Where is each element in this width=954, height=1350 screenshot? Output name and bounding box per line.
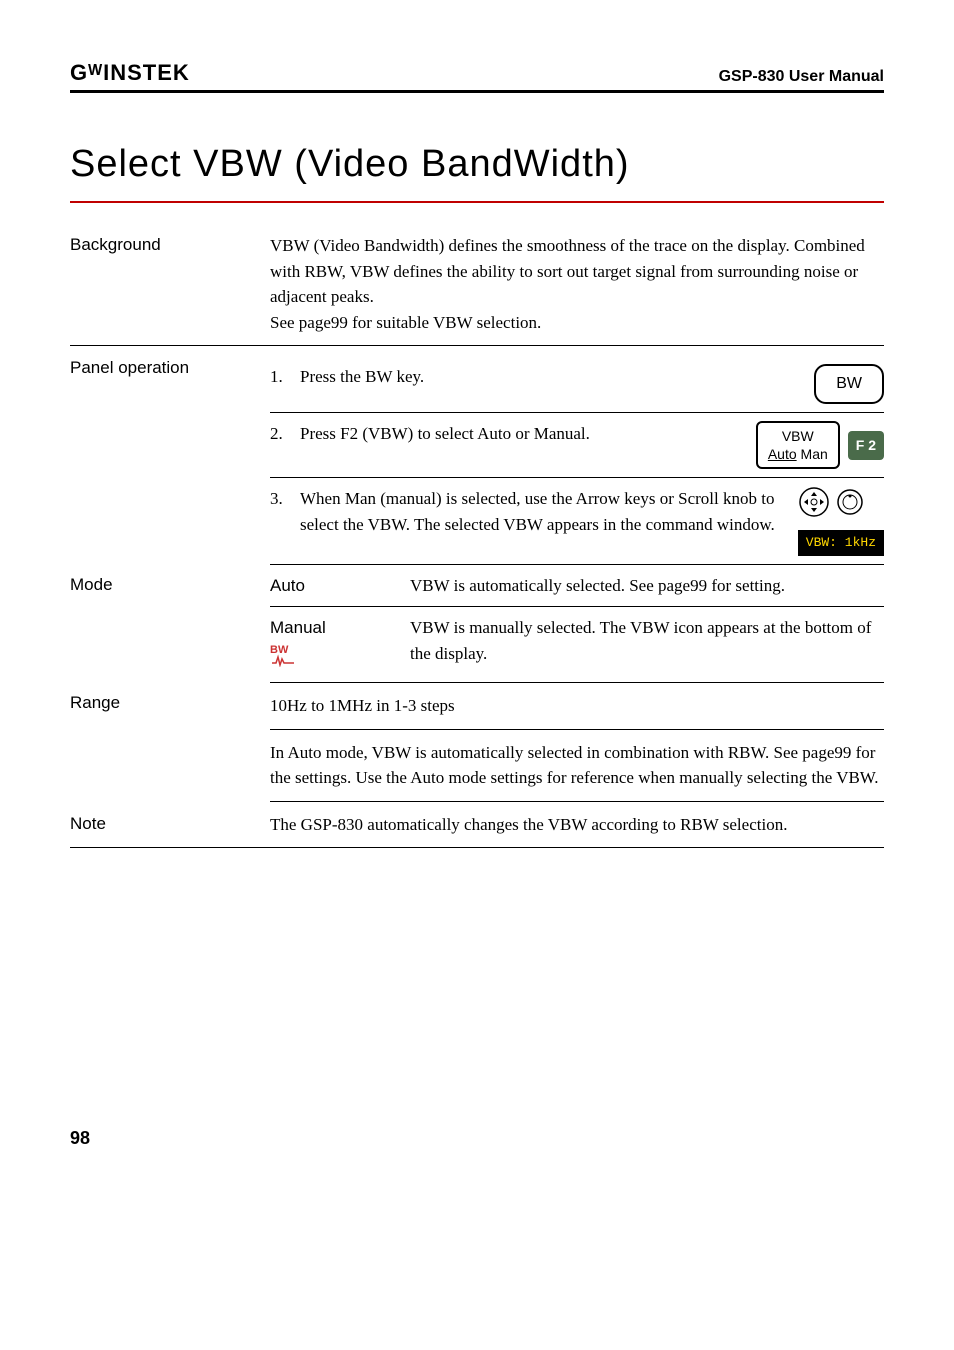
mode-body: Auto VBW is automatically selected. See …: [270, 565, 884, 684]
mode-manual-text: VBW is manually selected. The VBW icon a…: [410, 615, 884, 674]
range-body: 10Hz to 1MHz in 1-3 steps In Auto mode, …: [270, 683, 884, 802]
step-2-graphic: VBW Auto Man F 2: [756, 421, 884, 469]
background-row: Background VBW (Video Bandwidth) defines…: [70, 223, 884, 346]
step-1: 1. Press the BW key. BW: [270, 356, 884, 413]
step-3: 3. When Man (manual) is selected, use th…: [270, 478, 884, 565]
step-1-graphic: BW: [814, 364, 884, 404]
range-text1: 10Hz to 1MHz in 1-3 steps: [270, 683, 884, 730]
svg-text:BW: BW: [270, 644, 289, 656]
bw-icon: BW: [270, 643, 410, 675]
note-row: Note The GSP-830 automatically changes t…: [70, 802, 884, 849]
background-body: VBW (Video Bandwidth) defines the smooth…: [270, 233, 884, 335]
panel-row: Panel operation 1. Press the BW key. BW …: [70, 346, 884, 565]
panel-label: Panel operation: [70, 356, 270, 565]
main-title: Select VBW (Video BandWidth): [70, 143, 884, 186]
note-text: The GSP-830 automatically changes the VB…: [270, 812, 884, 838]
step-2-num: 2.: [270, 421, 300, 447]
step-2-text: Press F2 (VBW) to select Auto or Manual.: [300, 421, 756, 447]
step-1-text: Press the BW key.: [300, 364, 814, 390]
mode-row: Mode Auto VBW is automatically selected.…: [70, 565, 884, 684]
logo: GᵂINSTEK: [70, 60, 190, 86]
step-1-num: 1.: [270, 364, 300, 390]
vbw-title: VBW: [768, 427, 828, 445]
bw-key-button: BW: [814, 364, 884, 404]
mode-manual-name: Manual BW: [270, 615, 410, 674]
vbw-man: Man: [801, 446, 828, 462]
background-see: See page99 for suitable VBW selection.: [270, 313, 541, 332]
vbw-box: VBW Auto Man: [756, 421, 840, 469]
background-text: VBW (Video Bandwidth) defines the smooth…: [270, 236, 865, 306]
arrow-keys-icon: [798, 486, 830, 518]
step-3-text: When Man (manual) is selected, use the A…: [300, 486, 798, 537]
vbw-auto: Auto: [768, 446, 797, 462]
title-rule: [70, 201, 884, 203]
background-label: Background: [70, 233, 270, 335]
manual-title: GSP-830 User Manual: [719, 68, 884, 86]
step-2: 2. Press F2 (VBW) to select Auto or Manu…: [270, 413, 884, 478]
mode-auto-text: VBW is automatically selected. See page9…: [410, 573, 884, 599]
panel-body: 1. Press the BW key. BW 2. Press F2 (VBW…: [270, 356, 884, 565]
page-number: 98: [70, 1128, 884, 1149]
vbw-display: VBW: 1kHz: [798, 530, 884, 556]
note-label: Note: [70, 812, 270, 838]
mode-auto-name: Auto: [270, 573, 410, 599]
f2-button: F 2: [848, 431, 884, 460]
mode-auto-row: Auto VBW is automatically selected. See …: [270, 565, 884, 608]
step-3-graphic: VBW: 1kHz: [798, 486, 884, 556]
scroll-knob-icon: [836, 488, 864, 516]
mode-manual-row: Manual BW VBW is manually selected. The …: [270, 607, 884, 683]
mode-manual-label: Manual: [270, 618, 326, 637]
step-3-num: 3.: [270, 486, 300, 512]
range-label: Range: [70, 683, 270, 802]
mode-label: Mode: [70, 565, 270, 684]
range-row: Range 10Hz to 1MHz in 1-3 steps In Auto …: [70, 683, 884, 802]
page-header: GᵂINSTEK GSP-830 User Manual: [70, 60, 884, 93]
range-text2: In Auto mode, VBW is automatically selec…: [270, 730, 884, 802]
